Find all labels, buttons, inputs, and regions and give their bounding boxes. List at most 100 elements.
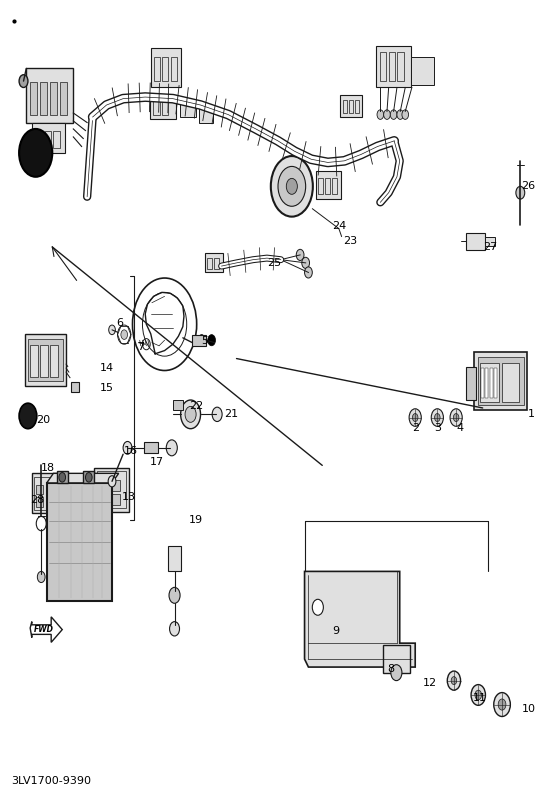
Circle shape xyxy=(208,334,216,346)
Bar xyxy=(316,171,340,199)
Text: 25: 25 xyxy=(267,258,281,268)
Bar xyxy=(150,95,176,119)
Bar xyxy=(481,368,484,398)
Circle shape xyxy=(450,409,462,426)
Bar xyxy=(32,474,64,514)
Bar xyxy=(380,53,386,81)
Circle shape xyxy=(296,250,304,261)
Circle shape xyxy=(181,400,201,429)
Bar xyxy=(47,498,54,507)
Bar xyxy=(83,471,95,483)
Bar xyxy=(474,352,527,410)
Bar xyxy=(490,368,493,398)
Bar xyxy=(398,53,404,81)
Bar xyxy=(30,345,38,377)
Circle shape xyxy=(453,414,459,422)
Bar xyxy=(502,363,519,402)
Bar xyxy=(342,100,347,113)
Bar xyxy=(71,382,79,392)
Bar xyxy=(28,338,63,381)
Circle shape xyxy=(471,685,485,706)
Bar xyxy=(466,233,485,250)
Circle shape xyxy=(36,516,46,530)
Bar xyxy=(36,485,43,494)
Bar xyxy=(383,645,410,673)
Circle shape xyxy=(516,186,525,199)
Bar xyxy=(319,178,324,194)
Text: 10: 10 xyxy=(522,704,535,714)
Circle shape xyxy=(185,406,196,422)
Circle shape xyxy=(19,129,52,177)
Bar xyxy=(411,57,434,85)
Bar xyxy=(36,130,42,148)
Text: 18: 18 xyxy=(41,462,56,473)
Text: 26: 26 xyxy=(522,182,535,191)
Circle shape xyxy=(37,571,45,582)
Bar xyxy=(171,57,177,81)
Bar xyxy=(214,258,219,270)
Text: 4: 4 xyxy=(456,423,463,433)
Text: 6: 6 xyxy=(116,318,123,329)
Bar xyxy=(44,130,51,148)
Bar xyxy=(32,122,65,153)
Polygon shape xyxy=(47,474,118,483)
Text: 8: 8 xyxy=(388,665,395,674)
Text: 23: 23 xyxy=(343,235,358,246)
Bar xyxy=(168,546,181,571)
Circle shape xyxy=(447,671,460,690)
Circle shape xyxy=(198,334,206,346)
Bar xyxy=(57,471,68,483)
Bar xyxy=(153,101,160,115)
Circle shape xyxy=(86,473,92,482)
Circle shape xyxy=(475,690,481,700)
Circle shape xyxy=(169,587,180,603)
Circle shape xyxy=(402,110,409,119)
Bar xyxy=(192,334,206,346)
Bar xyxy=(325,178,330,194)
Bar xyxy=(47,483,112,601)
Bar xyxy=(200,106,214,122)
Bar xyxy=(47,485,54,494)
Text: 12: 12 xyxy=(423,678,437,688)
Circle shape xyxy=(19,403,37,429)
Text: 5: 5 xyxy=(202,336,208,346)
Bar xyxy=(95,468,128,512)
Bar xyxy=(466,366,476,400)
Text: 27: 27 xyxy=(483,242,497,252)
Bar xyxy=(340,94,362,117)
Bar xyxy=(207,258,212,270)
Bar xyxy=(205,253,222,273)
Bar xyxy=(40,345,48,377)
Circle shape xyxy=(384,110,390,119)
Text: 7: 7 xyxy=(137,342,144,351)
Circle shape xyxy=(109,325,115,334)
Bar xyxy=(480,363,499,402)
Circle shape xyxy=(494,693,510,717)
Bar xyxy=(111,494,120,506)
Text: 3LV1700-9390: 3LV1700-9390 xyxy=(11,776,91,786)
Bar xyxy=(478,357,524,405)
Bar xyxy=(162,101,168,115)
Bar xyxy=(349,100,353,113)
Circle shape xyxy=(302,258,310,269)
Circle shape xyxy=(390,110,397,119)
Text: 21: 21 xyxy=(224,410,238,419)
Bar xyxy=(26,68,73,122)
Bar xyxy=(332,178,336,194)
Circle shape xyxy=(498,699,506,710)
Text: 14: 14 xyxy=(100,363,114,373)
Circle shape xyxy=(278,166,306,206)
Text: 19: 19 xyxy=(188,514,202,525)
Bar xyxy=(173,400,183,410)
Bar xyxy=(355,100,359,113)
Circle shape xyxy=(391,665,402,681)
Circle shape xyxy=(397,110,404,119)
Bar xyxy=(53,130,60,148)
Circle shape xyxy=(271,156,313,217)
Circle shape xyxy=(166,440,177,456)
Circle shape xyxy=(170,622,180,636)
Text: 13: 13 xyxy=(122,492,136,502)
Bar xyxy=(180,99,196,117)
Text: FWD: FWD xyxy=(33,625,53,634)
Text: 17: 17 xyxy=(150,457,164,467)
